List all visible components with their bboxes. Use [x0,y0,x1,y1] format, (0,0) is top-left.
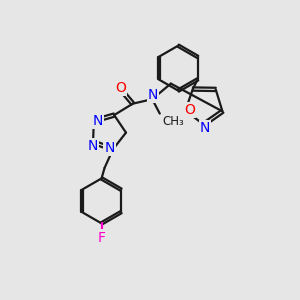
Text: O: O [184,103,195,117]
Text: O: O [115,81,126,95]
Text: N: N [200,122,210,135]
Text: N: N [92,114,103,128]
Text: N: N [88,139,98,153]
Text: CH₃: CH₃ [162,115,184,128]
Text: N: N [104,141,115,155]
Text: N: N [148,88,158,102]
Text: F: F [98,230,106,244]
